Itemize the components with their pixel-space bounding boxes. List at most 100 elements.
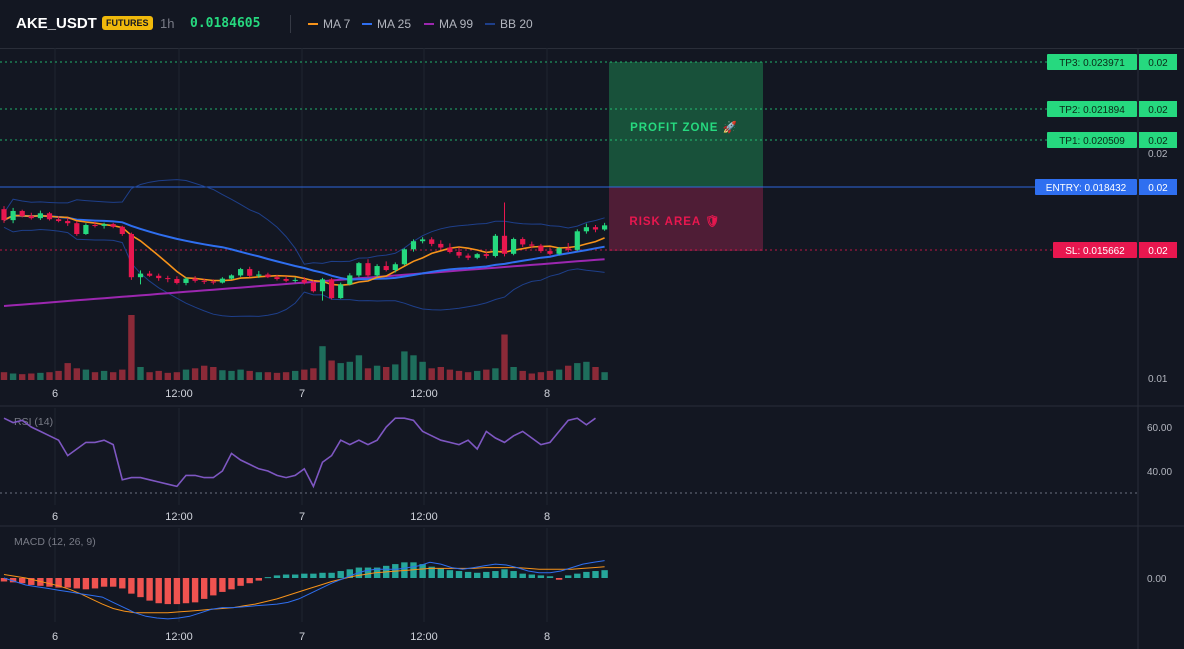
- candle-body[interactable]: [383, 266, 389, 270]
- candle-body[interactable]: [256, 274, 262, 276]
- candle-body[interactable]: [219, 278, 225, 283]
- candle-body[interactable]: [347, 275, 353, 285]
- candle-body[interactable]: [520, 239, 526, 245]
- symbol-title[interactable]: AKE_USDT: [16, 15, 97, 32]
- candle-body[interactable]: [1, 209, 7, 221]
- candle-body[interactable]: [338, 284, 344, 299]
- candle-body[interactable]: [310, 282, 316, 292]
- candle-body[interactable]: [228, 275, 235, 279]
- candle-body[interactable]: [292, 279, 298, 281]
- candle-body[interactable]: [365, 263, 371, 276]
- candle-body[interactable]: [238, 269, 244, 276]
- candle-body[interactable]: [201, 280, 207, 282]
- level-price-tag[interactable]: [1139, 101, 1177, 117]
- candle-body[interactable]: [547, 251, 553, 254]
- candle-body[interactable]: [465, 255, 471, 258]
- candle-body[interactable]: [511, 239, 517, 254]
- volume-bar: [64, 363, 71, 380]
- candle-body[interactable]: [210, 281, 216, 283]
- candle-body[interactable]: [137, 273, 144, 278]
- macd-histogram-bar: [428, 566, 435, 578]
- level-price-tag[interactable]: [1139, 242, 1177, 258]
- candle-body[interactable]: [492, 235, 498, 256]
- candle-body[interactable]: [501, 235, 508, 254]
- volume-bar: [319, 346, 326, 380]
- candle-body[interactable]: [247, 269, 253, 276]
- candle-body[interactable]: [356, 263, 362, 276]
- candle-body[interactable]: [265, 274, 271, 278]
- candle-body[interactable]: [447, 247, 453, 253]
- candle-body[interactable]: [183, 278, 189, 283]
- level-tag[interactable]: [1053, 242, 1137, 258]
- profit-zone: [609, 62, 763, 187]
- candle-body[interactable]: [110, 224, 116, 227]
- candle-body[interactable]: [274, 277, 280, 279]
- candle-body[interactable]: [74, 223, 80, 234]
- legend-ma25[interactable]: MA 25: [362, 17, 411, 31]
- candle-body[interactable]: [19, 210, 25, 216]
- candle-body[interactable]: [192, 278, 198, 281]
- macd-histogram-bar: [201, 578, 208, 599]
- level-price-tag[interactable]: [1139, 179, 1177, 195]
- candle-body[interactable]: [283, 279, 289, 281]
- candle-body[interactable]: [92, 225, 98, 226]
- candle-body[interactable]: [28, 216, 34, 219]
- candle-body[interactable]: [538, 245, 544, 252]
- candle-body[interactable]: [556, 248, 562, 254]
- price-tick-label: 0.01: [1148, 374, 1168, 385]
- level-tag[interactable]: [1047, 101, 1137, 117]
- candle-body[interactable]: [438, 243, 444, 248]
- legend-bb20[interactable]: BB 20: [485, 17, 533, 31]
- candle-body[interactable]: [65, 221, 71, 224]
- candle-body[interactable]: [420, 239, 426, 242]
- candle-body[interactable]: [10, 210, 16, 221]
- macd-tick-label: 0.00: [1147, 574, 1167, 585]
- macd-histogram-bar: [337, 571, 344, 578]
- candle-body[interactable]: [56, 219, 62, 222]
- volume-bar: [182, 369, 190, 380]
- candle-body[interactable]: [156, 275, 162, 279]
- candle-body[interactable]: [429, 239, 435, 244]
- level-price-tag[interactable]: [1139, 132, 1177, 148]
- candle-body[interactable]: [529, 244, 535, 246]
- level-tag[interactable]: [1047, 132, 1137, 148]
- level-tag[interactable]: [1047, 54, 1137, 70]
- candle-body[interactable]: [101, 224, 107, 226]
- volume-bar: [100, 370, 108, 380]
- candle-body[interactable]: [574, 231, 580, 250]
- candle-body[interactable]: [37, 213, 43, 219]
- candle-body[interactable]: [592, 227, 599, 230]
- candle-body[interactable]: [319, 279, 326, 292]
- legend-ma7-label: MA 7: [323, 17, 351, 31]
- candle-body[interactable]: [83, 225, 89, 234]
- timeframe-label[interactable]: 1h: [160, 16, 175, 31]
- level-tag[interactable]: [1035, 179, 1137, 195]
- candle-body[interactable]: [301, 279, 307, 283]
- candle-body[interactable]: [392, 264, 398, 270]
- candle-body[interactable]: [565, 248, 571, 250]
- macd-histogram-bar: [91, 578, 99, 589]
- legend-ma99[interactable]: MA 99: [424, 17, 473, 31]
- candle-body[interactable]: [128, 234, 134, 278]
- candle-body[interactable]: [474, 254, 480, 258]
- candle-body[interactable]: [147, 273, 153, 276]
- candle-body[interactable]: [165, 278, 171, 280]
- candle-body[interactable]: [483, 254, 489, 256]
- candle-body[interactable]: [602, 225, 608, 230]
- candle-body[interactable]: [410, 241, 417, 250]
- candle-body[interactable]: [174, 279, 180, 283]
- volume-bar: [155, 370, 162, 380]
- candle-body[interactable]: [46, 213, 53, 220]
- volume-bar: [301, 369, 308, 380]
- volume-bar: [346, 361, 353, 380]
- candle-body[interactable]: [374, 266, 380, 276]
- candle-body[interactable]: [456, 252, 462, 256]
- candle-body[interactable]: [329, 279, 335, 299]
- legend-ma7[interactable]: MA 7: [308, 17, 350, 31]
- candle-body[interactable]: [583, 227, 589, 232]
- level-price-tag[interactable]: [1139, 54, 1177, 70]
- candle-body[interactable]: [401, 249, 407, 265]
- candle-body[interactable]: [119, 226, 125, 234]
- macd-histogram-bar: [492, 571, 499, 578]
